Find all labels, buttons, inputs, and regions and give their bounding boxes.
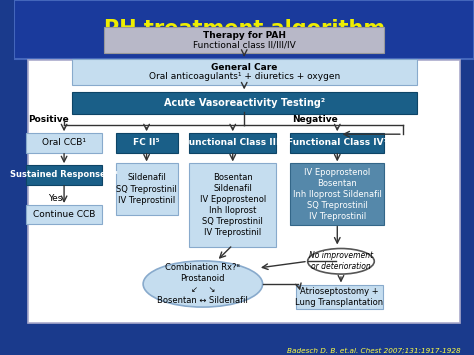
Text: Acute Vasoreactivity Testing²: Acute Vasoreactivity Testing² [164, 98, 325, 108]
FancyBboxPatch shape [26, 205, 102, 224]
Text: Functional Class IV⁷: Functional Class IV⁷ [287, 138, 388, 147]
FancyBboxPatch shape [290, 133, 384, 153]
Text: Combination Rx?⁸
Prostanoid
↙    ↘
Bosentan ↔ Sildenafil: Combination Rx?⁸ Prostanoid ↙ ↘ Bosentan… [157, 263, 248, 305]
Text: Yes: Yes [48, 194, 62, 203]
Text: FC II⁵: FC II⁵ [133, 138, 160, 147]
Text: Negative: Negative [292, 115, 338, 125]
Text: Oral anticoagulants¹ + diuretics + oxygen: Oral anticoagulants¹ + diuretics + oxyge… [148, 72, 340, 81]
FancyBboxPatch shape [26, 165, 102, 185]
FancyBboxPatch shape [290, 163, 384, 225]
Ellipse shape [143, 261, 263, 307]
Text: Sildenafil
SQ Treprostinil
IV Treprostinil: Sildenafil SQ Treprostinil IV Treprostin… [116, 174, 177, 204]
FancyBboxPatch shape [72, 92, 417, 114]
Text: Sustained Response?²³: Sustained Response?²³ [10, 170, 118, 179]
Text: PH treatment algorithm: PH treatment algorithm [104, 20, 385, 39]
FancyBboxPatch shape [28, 60, 460, 323]
Text: IV Epoprostenol
Bosentan
Inh Iloprost Sildenafil
SQ Treprostinil
IV Treprostinil: IV Epoprostenol Bosentan Inh Iloprost Si… [293, 168, 382, 221]
Text: Therapy for PAH: Therapy for PAH [203, 31, 286, 40]
FancyBboxPatch shape [296, 285, 383, 309]
FancyBboxPatch shape [189, 133, 276, 153]
Text: Oral CCB¹: Oral CCB¹ [42, 138, 86, 147]
FancyBboxPatch shape [104, 27, 384, 53]
Text: Atrioseptostomy +
Lung Transplantation: Atrioseptostomy + Lung Transplantation [295, 287, 383, 307]
FancyBboxPatch shape [14, 0, 474, 355]
Text: Badesch D. B. et.al. Chest 2007;131:1917-1928: Badesch D. B. et.al. Chest 2007;131:1917… [287, 347, 460, 353]
Text: Positive: Positive [28, 115, 69, 125]
Text: Continue CCB: Continue CCB [33, 210, 95, 219]
FancyBboxPatch shape [26, 133, 102, 153]
Text: Functional Class III⁶: Functional Class III⁶ [182, 138, 283, 147]
FancyBboxPatch shape [189, 163, 276, 247]
Text: General Care: General Care [211, 63, 277, 72]
FancyBboxPatch shape [116, 133, 178, 153]
Text: Bosentan
Sildenafil
IV Epoprostenol
Inh Iloprost
SQ Treprostinil
IV Treprostinil: Bosentan Sildenafil IV Epoprostenol Inh … [200, 173, 266, 237]
Ellipse shape [308, 248, 374, 274]
FancyBboxPatch shape [14, 0, 474, 59]
Text: Functional class II/III/IV: Functional class II/III/IV [193, 40, 296, 49]
Text: No improvement
or deterioration: No improvement or deterioration [309, 251, 373, 271]
FancyBboxPatch shape [116, 163, 178, 215]
FancyBboxPatch shape [72, 59, 417, 85]
